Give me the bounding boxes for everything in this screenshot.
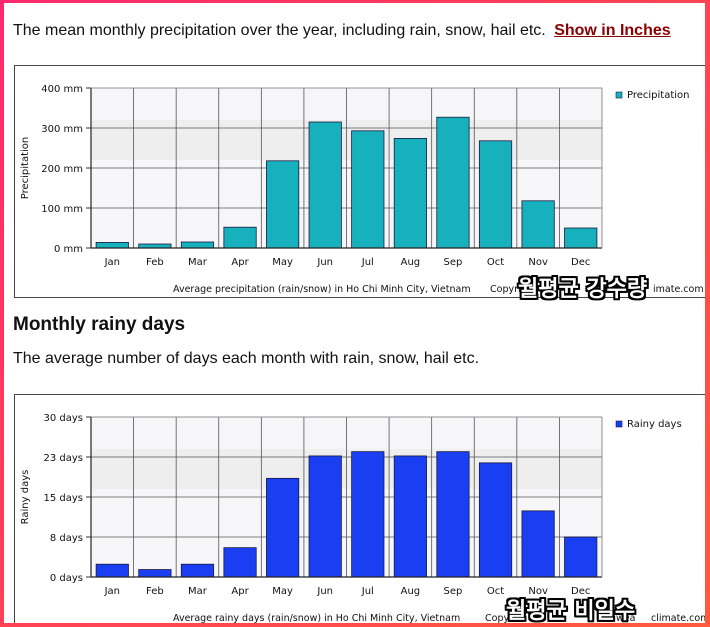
precipitation-bar-jul — [351, 130, 385, 249]
rainy-days-xtick-label: May — [272, 586, 293, 597]
precipitation-legend-swatch — [615, 91, 623, 99]
precipitation-ytick-label: 300 mm — [41, 124, 83, 135]
precipitation-description-text: The mean monthly precipitation over the … — [13, 22, 546, 39]
precipitation-bar-mar — [180, 241, 215, 249]
precipitation-bar-jan — [95, 241, 129, 249]
precipitation-xtick-label: Sep — [444, 257, 463, 268]
rainy-days-copyright-right: wea — [616, 613, 635, 623]
precipitation-chart: 0 mm 100 mm 200 mm 300 mm 400 mm Jan Feb Mar Apr… — [14, 65, 705, 298]
precipitation-bar-dec — [564, 227, 598, 249]
rainy-days-bar-aug — [393, 455, 427, 578]
rainy-days-xtick-label: Jul — [361, 586, 374, 597]
precipitation-overlay-caption: 월평균 강수량 — [518, 277, 648, 302]
rainy-days-bar-mar — [180, 563, 215, 578]
precipitation-bar-aug — [393, 138, 427, 249]
precipitation-xtick-label: Jul — [361, 257, 374, 268]
rainy-days-xtick-label: Dec — [571, 586, 590, 597]
rainy-days-bar-jun — [308, 455, 342, 578]
precipitation-xtick-label: Aug — [401, 257, 421, 268]
rainy-days-chart-svg: 0 days 8 days 15 days 23 days 30 days Jan Feb M… — [20, 413, 705, 623]
rainy-days-legend-label: Rainy days — [627, 419, 682, 430]
show-in-inches-link[interactable]: Show in Inches — [554, 22, 671, 39]
rainy-days-ytick-label: 30 days — [43, 413, 83, 424]
precipitation-xtick-label: May — [272, 257, 293, 268]
rainy-days-bar-dec — [564, 536, 598, 578]
rainy-days-ytick-label: 15 days — [43, 493, 83, 504]
rainy-days-heading: Monthly rainy days — [13, 314, 186, 335]
rainy-days-bar-apr — [223, 547, 257, 578]
rainy-days-xtick-label: Jan — [104, 586, 120, 597]
rainy-days-bar-feb — [138, 569, 172, 578]
rainy-days-xtick-label: Apr — [231, 586, 249, 597]
rainy-days-copyright-tail: climate.com — [651, 613, 705, 623]
precipitation-xtick-label: Oct — [487, 257, 504, 268]
rainy-days-xtick-label: Mar — [188, 586, 208, 597]
rainy-days-bar-nov — [521, 510, 555, 578]
rainy-days-chart: 0 days 8 days 15 days 23 days 30 days Jan Feb M… — [14, 394, 705, 623]
rainy-days-xtick-label: Oct — [487, 586, 504, 597]
rainy-days-overlay-caption: 월평균 비일수 — [506, 599, 636, 623]
precipitation-bar-oct — [478, 140, 513, 249]
rainy-days-xtick-label: Nov — [528, 586, 548, 597]
precipitation-xtick-label: Feb — [146, 257, 164, 268]
precipitation-bar-jun — [308, 121, 342, 249]
rainy-days-description: The average number of days each month wi… — [13, 350, 480, 367]
rainy-days-ytick-label: 8 days — [50, 533, 83, 544]
rainy-days-ytick-label: 0 days — [50, 573, 83, 584]
rainy-days-y-axis-label: Rainy days — [20, 470, 31, 525]
precipitation-xtick-label: Mar — [188, 257, 208, 268]
page: The mean monthly precipitation over the … — [4, 3, 705, 623]
precipitation-ytick-label: 400 mm — [41, 84, 83, 95]
precipitation-bar-sep — [436, 116, 470, 249]
rainy-days-ytick-label: 23 days — [43, 453, 83, 464]
precipitation-xtick-label: Jun — [316, 257, 333, 268]
precipitation-ytick-label: 0 mm — [54, 244, 83, 255]
precipitation-xtick-label: Jan — [104, 257, 120, 268]
precipitation-y-axis-label: Precipitation — [20, 137, 31, 200]
rainy-days-bar-sep — [436, 451, 470, 578]
precipitation-legend-label: Precipitation — [627, 90, 690, 101]
precipitation-xtick-label: Dec — [571, 257, 590, 268]
precipitation-xtick-label: Apr — [231, 257, 249, 268]
precipitation-description: The mean monthly precipitation over the … — [13, 22, 671, 40]
precipitation-ytick-label: 100 mm — [41, 204, 83, 215]
precipitation-bar-nov — [521, 200, 555, 249]
precipitation-xtick-label: Nov — [528, 257, 548, 268]
rainy-days-xtick-label: Feb — [146, 586, 164, 597]
precipitation-bar-apr — [223, 226, 257, 249]
rainy-days-xtick-label: Aug — [401, 586, 421, 597]
precipitation-bar-may — [266, 160, 300, 249]
rainy-days-bar-jan — [95, 563, 129, 578]
rainy-days-xtick-label: Jun — [316, 586, 333, 597]
precipitation-chart-svg: 0 mm 100 mm 200 mm 300 mm 400 mm Jan Feb Mar Apr… — [20, 84, 704, 295]
rainy-days-bar-may — [266, 477, 300, 578]
precipitation-copyright-right: imate.com — [653, 284, 704, 295]
precipitation-copyright-left: Copyri — [490, 284, 521, 295]
rainy-days-footer-caption: Average rainy days (rain/snow) in Ho Chi… — [173, 613, 460, 623]
rainy-days-bar-jul — [351, 451, 385, 578]
rainy-days-legend-swatch — [615, 420, 623, 428]
precipitation-ytick-label: 200 mm — [41, 164, 83, 175]
rainy-days-copyright-left: Copyri — [485, 613, 516, 623]
rainy-days-xtick-label: Sep — [444, 586, 463, 597]
precipitation-footer-caption: Average precipitation (rain/snow) in Ho … — [173, 284, 471, 295]
rainy-days-bar-oct — [478, 462, 513, 578]
